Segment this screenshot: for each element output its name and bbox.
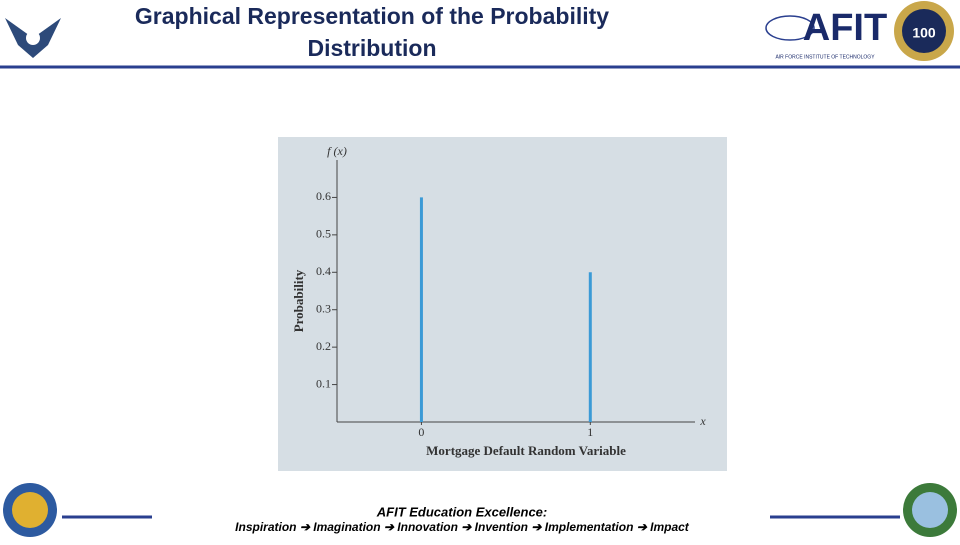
afit-subtitle: AIR FORCE INSTITUTE OF TECHNOLOGY — [775, 54, 875, 60]
x-axis-symbol: x — [699, 414, 706, 428]
x-axis-label: Mortgage Default Random Variable — [426, 443, 626, 458]
y-tick-label: 0.3 — [316, 301, 331, 315]
chart-panel — [278, 137, 727, 471]
y-axis-symbol: f (x) — [327, 144, 347, 158]
y-tick-label: 0.5 — [316, 227, 331, 241]
y-tick-label: 0.2 — [316, 339, 331, 353]
air-force-emblem — [5, 18, 61, 58]
y-tick-label: 0.1 — [316, 376, 331, 390]
afit-wordmark: AFIT — [803, 7, 887, 49]
badge-text: 100 — [912, 25, 936, 41]
y-axis-label: Probability — [291, 269, 306, 332]
x-tick-label: 1 — [587, 425, 593, 439]
x-tick-label: 0 — [418, 425, 424, 439]
slide-title: Graphical Representation of the Probabil… — [135, 3, 609, 61]
afit-logo: AFIT AIR FORCE INSTITUTE OF TECHNOLOGY 1… — [765, 1, 954, 61]
y-tick-label: 0.6 — [316, 189, 331, 203]
chart: f (x) x Probability Mortgage Default Random… — [291, 144, 706, 458]
y-tick-label: 0.4 — [316, 264, 331, 278]
footer-line: Inspiration ➔ Imagination ➔ Innovation ➔… — [235, 520, 690, 534]
footer-line: AFIT Education Excellence: — [376, 504, 548, 519]
